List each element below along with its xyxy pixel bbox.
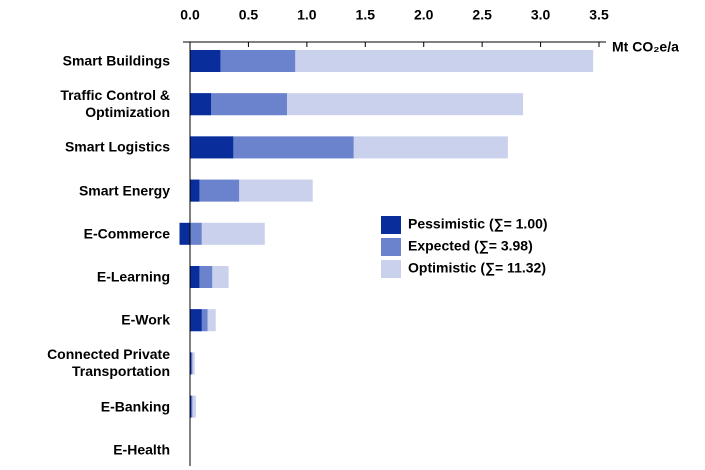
y-tick-label: Smart Logistics bbox=[64, 138, 170, 155]
y-tick-label: E-Commerce bbox=[83, 225, 170, 242]
unit-label: Mt CO₂e/a bbox=[612, 39, 679, 55]
y-tick-label: E-Learning bbox=[96, 268, 170, 285]
x-tick-label: 3.5 bbox=[589, 7, 609, 23]
x-tick-label: 2.0 bbox=[414, 7, 434, 23]
bar bbox=[190, 395, 193, 418]
x-tick-label: 0.0 bbox=[180, 7, 200, 23]
bar bbox=[190, 309, 202, 332]
bar bbox=[190, 179, 200, 202]
y-tick-label: E-Work bbox=[121, 311, 170, 328]
bar bbox=[190, 395, 192, 418]
legend-swatch bbox=[381, 216, 401, 234]
bar bbox=[190, 352, 192, 375]
y-tick-label: Connected Private Transportation bbox=[47, 346, 170, 380]
bar bbox=[190, 93, 212, 116]
bar bbox=[190, 352, 193, 375]
x-tick-label: 1.0 bbox=[297, 7, 317, 23]
bar bbox=[190, 266, 200, 288]
x-tick-label: 3.0 bbox=[531, 7, 551, 23]
y-tick-label: Smart Buildings bbox=[62, 52, 170, 69]
y-tick-label: Traffic Control & Optimization bbox=[60, 87, 170, 121]
bar bbox=[179, 222, 190, 245]
bar bbox=[190, 93, 287, 116]
legend-swatch bbox=[381, 260, 401, 278]
y-tick-label: Smart Energy bbox=[78, 182, 170, 199]
y-tick-label: E-Banking bbox=[100, 398, 170, 415]
bar bbox=[190, 222, 265, 245]
y-tick-label: E-Health bbox=[113, 441, 170, 458]
legend-label: Optimistic (∑= 11.32) bbox=[408, 260, 546, 277]
x-tick-label: 2.5 bbox=[472, 7, 492, 23]
legend-swatch bbox=[381, 238, 401, 256]
x-tick-label: 0.5 bbox=[239, 7, 259, 23]
legend-label: Expected (∑= 3.98) bbox=[408, 238, 533, 255]
bar bbox=[190, 179, 240, 202]
bar bbox=[190, 50, 221, 72]
bar bbox=[190, 222, 202, 245]
bar bbox=[190, 136, 234, 159]
bar bbox=[190, 395, 196, 418]
legend-label: Pessimistic (∑= 1.00) bbox=[408, 216, 548, 233]
x-tick-label: 1.5 bbox=[356, 7, 376, 23]
